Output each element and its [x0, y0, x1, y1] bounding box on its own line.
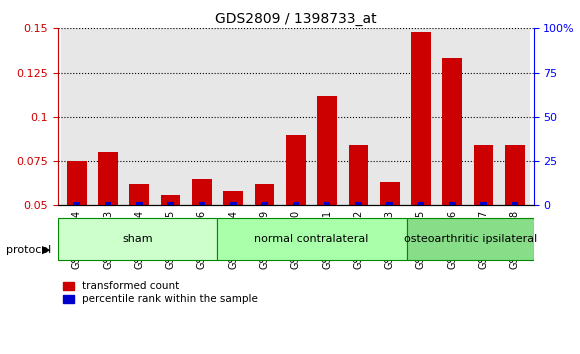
- Bar: [105, 202, 111, 294]
- Bar: [223, 191, 243, 294]
- Bar: [292, 202, 299, 294]
- Title: GDS2809 / 1398733_at: GDS2809 / 1398733_at: [215, 12, 376, 26]
- Bar: [343, 28, 374, 205]
- Text: osteoarthritic ipsilateral: osteoarthritic ipsilateral: [404, 234, 537, 244]
- Bar: [129, 184, 149, 294]
- Bar: [255, 184, 274, 294]
- Bar: [443, 58, 462, 294]
- Bar: [92, 28, 124, 205]
- Text: normal contralateral: normal contralateral: [255, 234, 369, 244]
- Bar: [280, 28, 311, 205]
- Bar: [261, 202, 268, 294]
- Bar: [192, 179, 212, 294]
- Text: ▶: ▶: [42, 245, 50, 255]
- Bar: [349, 145, 368, 294]
- Bar: [155, 28, 186, 205]
- Bar: [249, 28, 280, 205]
- Bar: [468, 28, 499, 205]
- Bar: [405, 28, 437, 205]
- FancyBboxPatch shape: [216, 218, 407, 260]
- Bar: [480, 202, 487, 294]
- Bar: [355, 202, 362, 294]
- Bar: [324, 202, 331, 294]
- Bar: [311, 28, 343, 205]
- Bar: [186, 28, 218, 205]
- Bar: [230, 202, 237, 294]
- Bar: [386, 202, 393, 294]
- Bar: [168, 202, 174, 294]
- Bar: [418, 202, 424, 294]
- Bar: [449, 202, 455, 294]
- Bar: [286, 135, 306, 294]
- Bar: [67, 161, 86, 294]
- Bar: [61, 28, 92, 205]
- Legend: transformed count, percentile rank within the sample: transformed count, percentile rank withi…: [63, 281, 258, 304]
- Bar: [474, 145, 494, 294]
- Bar: [505, 145, 525, 294]
- Bar: [124, 28, 155, 205]
- Bar: [317, 96, 337, 294]
- Bar: [411, 32, 431, 294]
- Bar: [499, 28, 531, 205]
- Bar: [98, 152, 118, 294]
- Bar: [374, 28, 405, 205]
- FancyBboxPatch shape: [407, 218, 534, 260]
- Bar: [437, 28, 468, 205]
- FancyBboxPatch shape: [58, 218, 216, 260]
- Bar: [136, 202, 143, 294]
- Bar: [161, 195, 180, 294]
- Bar: [512, 202, 518, 294]
- Text: protocol: protocol: [6, 245, 51, 255]
- Bar: [380, 182, 400, 294]
- Text: sham: sham: [122, 234, 153, 244]
- Bar: [74, 202, 80, 294]
- Bar: [198, 202, 205, 294]
- Bar: [218, 28, 249, 205]
